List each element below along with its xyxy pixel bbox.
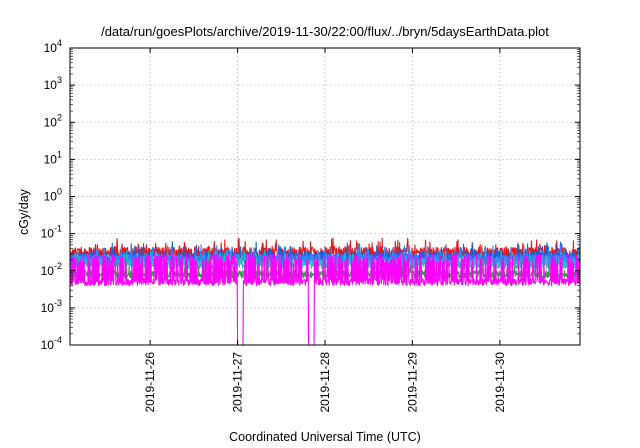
- y-tick-label: 102: [44, 112, 62, 129]
- x-tick-label: 2019-11-26: [143, 352, 157, 413]
- y-tick-label: 10-4: [41, 335, 62, 352]
- y-axis-label: cGy/day: [17, 188, 31, 235]
- y-tick-label: 10-3: [41, 298, 62, 315]
- y-tick-label: 10-1: [41, 224, 62, 241]
- y-axis-ticks: 10-4 10-3 10-2 10-1 100 101 102 103 104: [41, 38, 580, 352]
- x-axis-label: Coordinated Universal Time (UTC): [229, 430, 421, 444]
- y-tick-label: 103: [44, 75, 62, 92]
- x-tick-label: 2019-11-29: [405, 352, 419, 413]
- y-tick-label: 104: [44, 38, 62, 55]
- x-tick-label: 2019-11-27: [231, 352, 245, 413]
- y-tick-label: 101: [44, 149, 62, 166]
- grid: [70, 48, 580, 345]
- series-lines: [70, 237, 580, 345]
- y-tick-label: 100: [44, 187, 62, 204]
- x-axis-ticks: 2019-11-26 2019-11-27 2019-11-28 2019-11-29…: [143, 48, 507, 413]
- chart-title: /data/run/goesPlots/archive/2019-11-30/2…: [101, 24, 549, 39]
- y-tick-label: 10-2: [41, 261, 62, 278]
- series-line: [70, 253, 580, 345]
- x-tick-label: 2019-11-30: [493, 352, 507, 413]
- x-tick-label: 2019-11-28: [318, 352, 332, 413]
